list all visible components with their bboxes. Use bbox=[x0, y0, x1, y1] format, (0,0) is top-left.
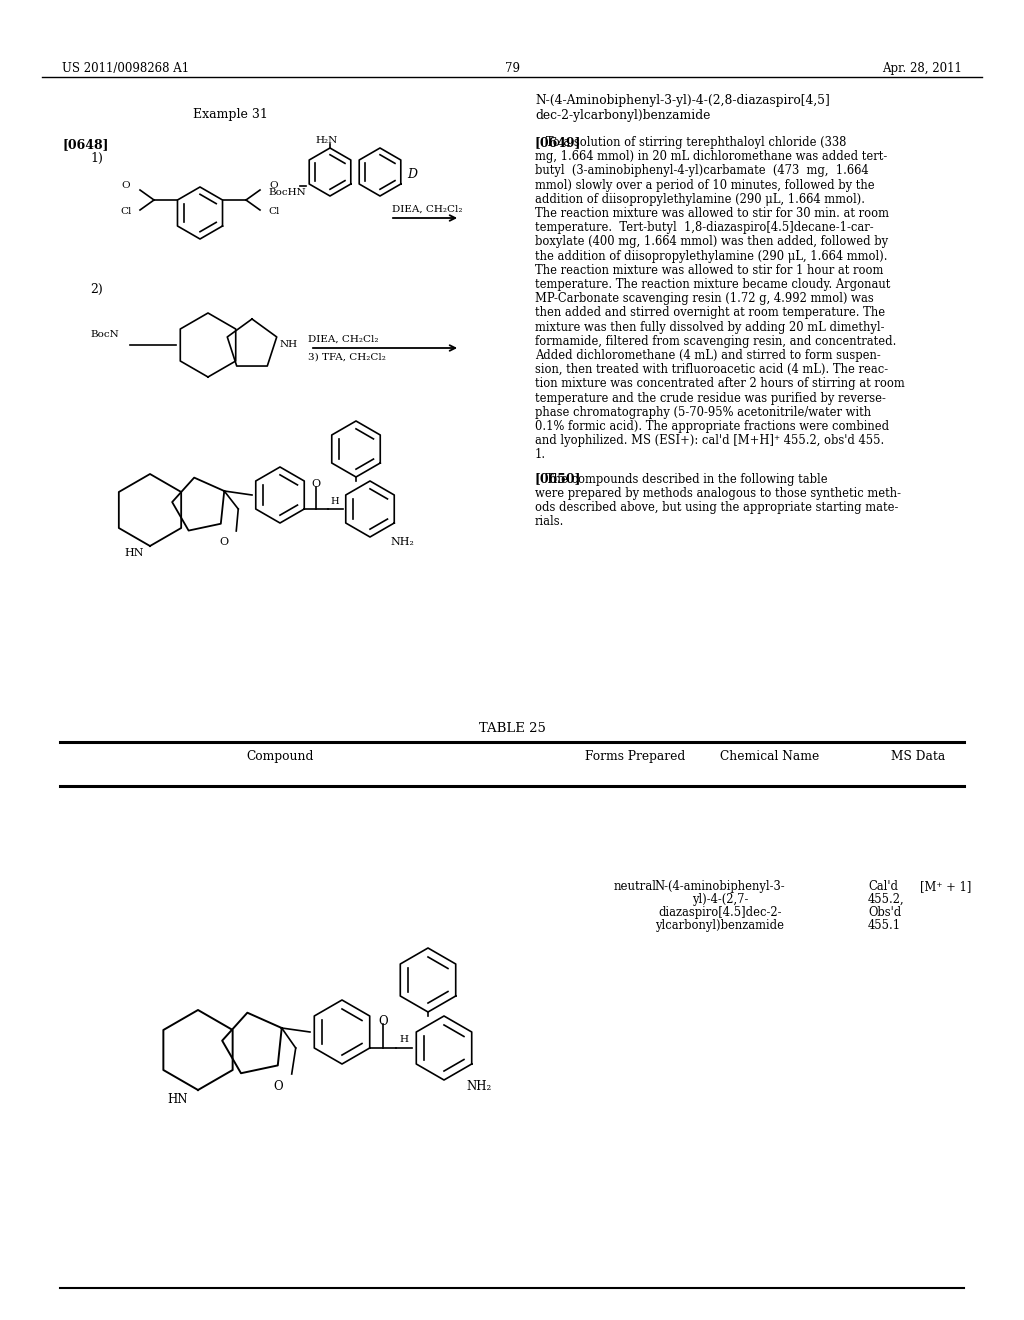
Text: Chemical Name: Chemical Name bbox=[720, 750, 819, 763]
Text: [M⁺ + 1]: [M⁺ + 1] bbox=[920, 880, 972, 894]
Text: BocN: BocN bbox=[90, 330, 119, 339]
Text: The reaction mixture was allowed to stir for 30 min. at room: The reaction mixture was allowed to stir… bbox=[535, 207, 889, 220]
Text: 1): 1) bbox=[90, 152, 102, 165]
Text: Compound: Compound bbox=[247, 750, 313, 763]
Text: H: H bbox=[331, 498, 339, 506]
Text: MP-Carbonate scavenging resin (1.72 g, 4.992 mmol) was: MP-Carbonate scavenging resin (1.72 g, 4… bbox=[535, 292, 873, 305]
Text: O: O bbox=[269, 181, 279, 190]
Text: 3) TFA, CH₂Cl₂: 3) TFA, CH₂Cl₂ bbox=[308, 352, 386, 362]
Text: HN: HN bbox=[168, 1093, 188, 1106]
Text: DIEA, CH₂Cl₂: DIEA, CH₂Cl₂ bbox=[308, 335, 379, 345]
Text: US 2011/0098268 A1: US 2011/0098268 A1 bbox=[62, 62, 189, 75]
Text: TABLE 25: TABLE 25 bbox=[478, 722, 546, 735]
Text: [0649]: [0649] bbox=[535, 136, 582, 149]
Text: BocHN: BocHN bbox=[268, 187, 306, 197]
Text: temperature. The reaction mixture became cloudy. Argonaut: temperature. The reaction mixture became… bbox=[535, 279, 891, 290]
Text: DIEA, CH₂Cl₂: DIEA, CH₂Cl₂ bbox=[392, 205, 463, 214]
Text: O: O bbox=[122, 181, 130, 190]
Text: butyl  (3-aminobiphenyl-4-yl)carbamate  (473  mg,  1.664: butyl (3-aminobiphenyl-4-yl)carbamate (4… bbox=[535, 165, 868, 177]
Text: and lyophilized. MS (ESI+): cal'd [M+H]⁺ 455.2, obs'd 455.: and lyophilized. MS (ESI+): cal'd [M+H]⁺… bbox=[535, 434, 885, 447]
Text: H: H bbox=[399, 1035, 409, 1044]
Text: [0650]: [0650] bbox=[535, 473, 582, 486]
Text: The reaction mixture was allowed to stir for 1 hour at room: The reaction mixture was allowed to stir… bbox=[535, 264, 884, 277]
Text: HN: HN bbox=[124, 548, 143, 558]
Text: phase chromatography (5-70-95% acetonitrile/water with: phase chromatography (5-70-95% acetonitr… bbox=[535, 405, 871, 418]
Text: then added and stirred overnight at room temperature. The: then added and stirred overnight at room… bbox=[535, 306, 885, 319]
Text: O: O bbox=[378, 1015, 388, 1028]
Text: N-(4-aminobiphenyl-3-: N-(4-aminobiphenyl-3- bbox=[654, 880, 785, 894]
Text: 1.: 1. bbox=[535, 449, 546, 462]
Text: the addition of diisopropylethylamine (290 μL, 1.664 mmol).: the addition of diisopropylethylamine (2… bbox=[535, 249, 888, 263]
Text: 455.2,: 455.2, bbox=[868, 894, 904, 906]
Text: [0648]: [0648] bbox=[62, 139, 109, 150]
Text: 2): 2) bbox=[90, 282, 102, 296]
Text: Cl: Cl bbox=[268, 206, 280, 215]
Text: mixture was then fully dissolved by adding 20 mL dimethyl-: mixture was then fully dissolved by addi… bbox=[535, 321, 885, 334]
Text: addition of diisopropylethylamine (290 μL, 1.664 mmol).: addition of diisopropylethylamine (290 μ… bbox=[535, 193, 865, 206]
Text: Cl: Cl bbox=[120, 206, 132, 215]
Text: To a solution of stirring terephthaloyl chloride (338: To a solution of stirring terephthaloyl … bbox=[535, 136, 847, 149]
Text: ylcarbonyl)benzamide: ylcarbonyl)benzamide bbox=[655, 919, 784, 932]
Text: 455.1: 455.1 bbox=[868, 919, 901, 932]
Text: MS Data: MS Data bbox=[891, 750, 945, 763]
Text: diazaspiro[4.5]dec-2-: diazaspiro[4.5]dec-2- bbox=[658, 906, 781, 919]
Text: Example 31: Example 31 bbox=[193, 108, 267, 121]
Text: Obs'd: Obs'd bbox=[868, 906, 901, 919]
Text: tion mixture was concentrated after 2 hours of stirring at room: tion mixture was concentrated after 2 ho… bbox=[535, 378, 905, 391]
Text: D: D bbox=[407, 168, 417, 181]
Text: boxylate (400 mg, 1.664 mmol) was then added, followed by: boxylate (400 mg, 1.664 mmol) was then a… bbox=[535, 235, 888, 248]
Text: were prepared by methods analogous to those synthetic meth-: were prepared by methods analogous to th… bbox=[535, 487, 901, 500]
Text: sion, then treated with trifluoroacetic acid (4 mL). The reac-: sion, then treated with trifluoroacetic … bbox=[535, 363, 888, 376]
Text: The compounds described in the following table: The compounds described in the following… bbox=[535, 473, 827, 486]
Text: O: O bbox=[311, 479, 321, 488]
Text: neutral: neutral bbox=[613, 880, 656, 894]
Text: mmol) slowly over a period of 10 minutes, followed by the: mmol) slowly over a period of 10 minutes… bbox=[535, 178, 874, 191]
Text: temperature.  Tert-butyl  1,8-diazaspiro[4.5]decane-1-car-: temperature. Tert-butyl 1,8-diazaspiro[4… bbox=[535, 222, 873, 234]
Text: Forms Prepared: Forms Prepared bbox=[585, 750, 685, 763]
Text: rials.: rials. bbox=[535, 515, 564, 528]
Text: NH: NH bbox=[280, 341, 298, 348]
Text: Apr. 28, 2011: Apr. 28, 2011 bbox=[882, 62, 962, 75]
Text: 79: 79 bbox=[505, 62, 519, 75]
Text: H₂N: H₂N bbox=[315, 136, 338, 145]
Text: Added dichloromethane (4 mL) and stirred to form suspen-: Added dichloromethane (4 mL) and stirred… bbox=[535, 348, 881, 362]
Text: Cal'd: Cal'd bbox=[868, 880, 898, 894]
Text: formamide, filtered from scavenging resin, and concentrated.: formamide, filtered from scavenging resi… bbox=[535, 335, 896, 347]
Text: 0.1% formic acid). The appropriate fractions were combined: 0.1% formic acid). The appropriate fract… bbox=[535, 420, 889, 433]
Text: temperature and the crude residue was purified by reverse-: temperature and the crude residue was pu… bbox=[535, 392, 886, 405]
Text: NH₂: NH₂ bbox=[390, 537, 414, 546]
Text: dec-2-ylcarbonyl)benzamide: dec-2-ylcarbonyl)benzamide bbox=[535, 110, 711, 121]
Text: O: O bbox=[273, 1080, 283, 1093]
Text: NH₂: NH₂ bbox=[466, 1080, 492, 1093]
Text: O: O bbox=[220, 537, 228, 546]
Text: yl)-4-(2,7-: yl)-4-(2,7- bbox=[692, 894, 749, 906]
Text: ods described above, but using the appropriate starting mate-: ods described above, but using the appro… bbox=[535, 502, 898, 513]
Text: N-(4-Aminobiphenyl-3-yl)-4-(2,8-diazaspiro[4,5]: N-(4-Aminobiphenyl-3-yl)-4-(2,8-diazaspi… bbox=[535, 94, 829, 107]
Text: mg, 1.664 mmol) in 20 mL dichloromethane was added tert-: mg, 1.664 mmol) in 20 mL dichloromethane… bbox=[535, 150, 887, 164]
